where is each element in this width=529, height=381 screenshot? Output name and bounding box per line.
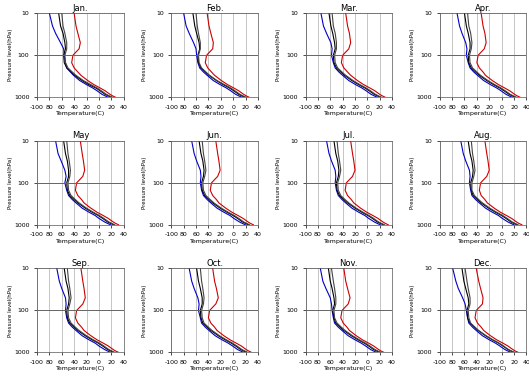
Title: Jun.: Jun.	[207, 131, 223, 140]
Y-axis label: Pressure level(hPa): Pressure level(hPa)	[142, 29, 147, 82]
X-axis label: Temperature(C): Temperature(C)	[56, 367, 105, 371]
Title: May: May	[71, 131, 89, 140]
X-axis label: Temperature(C): Temperature(C)	[56, 111, 105, 116]
Title: Jan.: Jan.	[72, 3, 88, 13]
Title: Aug.: Aug.	[473, 131, 492, 140]
X-axis label: Temperature(C): Temperature(C)	[324, 367, 373, 371]
Y-axis label: Pressure level(hPa): Pressure level(hPa)	[142, 157, 147, 209]
Y-axis label: Pressure level(hPa): Pressure level(hPa)	[410, 284, 415, 337]
Y-axis label: Pressure level(hPa): Pressure level(hPa)	[7, 284, 13, 337]
Title: Sep.: Sep.	[71, 259, 89, 268]
Title: Nov.: Nov.	[340, 259, 358, 268]
Y-axis label: Pressure level(hPa): Pressure level(hPa)	[276, 29, 281, 82]
Title: Jul.: Jul.	[342, 131, 355, 140]
Y-axis label: Pressure level(hPa): Pressure level(hPa)	[410, 29, 415, 82]
Title: Apr.: Apr.	[475, 3, 491, 13]
Y-axis label: Pressure level(hPa): Pressure level(hPa)	[410, 157, 415, 209]
Y-axis label: Pressure level(hPa): Pressure level(hPa)	[7, 29, 13, 82]
X-axis label: Temperature(C): Temperature(C)	[459, 367, 508, 371]
Title: Dec.: Dec.	[473, 259, 492, 268]
X-axis label: Temperature(C): Temperature(C)	[56, 239, 105, 244]
X-axis label: Temperature(C): Temperature(C)	[324, 111, 373, 116]
X-axis label: Temperature(C): Temperature(C)	[324, 239, 373, 244]
X-axis label: Temperature(C): Temperature(C)	[190, 239, 239, 244]
X-axis label: Temperature(C): Temperature(C)	[459, 111, 508, 116]
Title: Mar.: Mar.	[340, 3, 358, 13]
X-axis label: Temperature(C): Temperature(C)	[190, 111, 239, 116]
Y-axis label: Pressure level(hPa): Pressure level(hPa)	[142, 284, 147, 337]
X-axis label: Temperature(C): Temperature(C)	[459, 239, 508, 244]
Y-axis label: Pressure level(hPa): Pressure level(hPa)	[7, 157, 13, 209]
Y-axis label: Pressure level(hPa): Pressure level(hPa)	[276, 157, 281, 209]
Title: Feb.: Feb.	[206, 3, 223, 13]
X-axis label: Temperature(C): Temperature(C)	[190, 367, 239, 371]
Title: Oct.: Oct.	[206, 259, 223, 268]
Y-axis label: Pressure level(hPa): Pressure level(hPa)	[276, 284, 281, 337]
